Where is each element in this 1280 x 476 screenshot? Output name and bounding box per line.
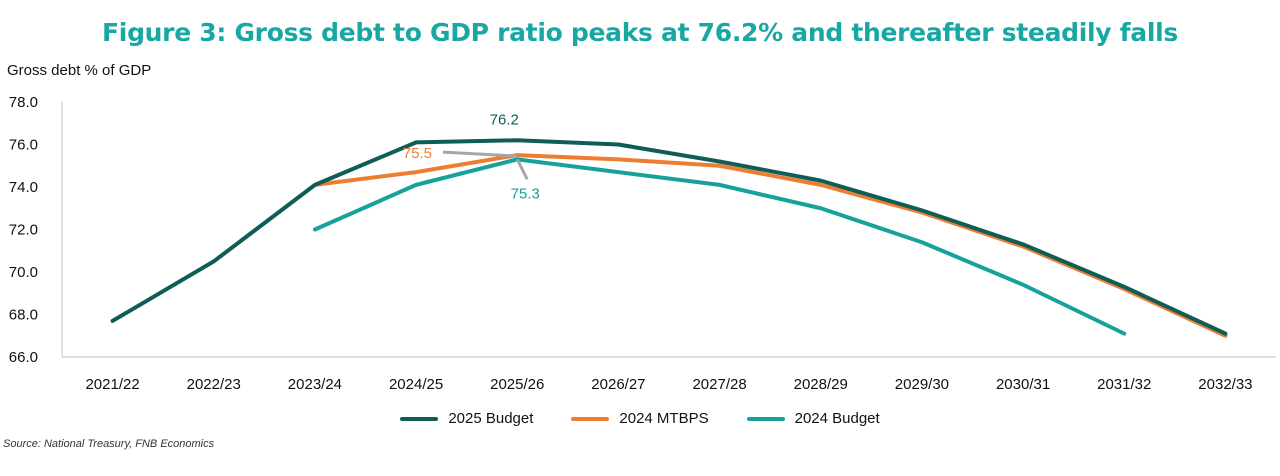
x-tick-label: 2025/26 xyxy=(490,376,544,393)
x-tick-label: 2027/28 xyxy=(692,376,746,393)
series-line-2024-budget xyxy=(312,157,1127,336)
x-tick-label: 2026/27 xyxy=(591,376,645,393)
legend-swatch-2024-budget xyxy=(746,416,785,421)
x-tick-label: 2024/25 xyxy=(389,376,443,393)
y-axis-label: Gross debt % of GDP xyxy=(7,62,152,79)
legend-item-2024-budget: 2024 Budget xyxy=(746,410,880,427)
legend-swatch-2025-budget xyxy=(400,416,439,421)
legend-item-2024-mtbps: 2024 MTBPS xyxy=(571,410,709,427)
x-tick-label: 2028/29 xyxy=(794,376,848,393)
legend-label-2024-budget: 2024 Budget xyxy=(794,410,880,427)
chart-title: Figure 3: Gross debt to GDP ratio peaks … xyxy=(102,18,1178,47)
series-line-2025-budget xyxy=(110,138,1228,336)
legend-swatch-2024-mtbps xyxy=(571,416,610,421)
series-line-2024-mtbps xyxy=(312,153,1228,338)
legend-label-2025-budget: 2025 Budget xyxy=(448,410,534,427)
chart-legend: 2025 Budget 2024 MTBPS 2024 Budget xyxy=(0,410,1280,427)
y-tick-label: 76.0 xyxy=(9,137,38,154)
annotation-label: 76.2 xyxy=(490,111,519,128)
annotation-label: 75.3 xyxy=(511,185,540,202)
x-tick-label: 2031/32 xyxy=(1097,376,1151,393)
source-note: Source: National Treasury, FNB Economics xyxy=(3,438,215,450)
legend-label-2024-mtbps: 2024 MTBPS xyxy=(619,410,709,427)
x-tick-label: 2032/33 xyxy=(1198,376,1252,393)
y-tick-label: 70.0 xyxy=(9,264,38,281)
x-tick-label: 2029/30 xyxy=(895,376,949,393)
y-tick-label: 66.0 xyxy=(9,349,38,366)
y-tick-label: 78.0 xyxy=(9,94,38,111)
annotation-leader-line xyxy=(442,150,518,158)
y-tick-label: 72.0 xyxy=(9,222,38,239)
y-tick-label: 68.0 xyxy=(9,307,38,324)
annotation-leader-line xyxy=(515,158,529,181)
x-tick-label: 2022/23 xyxy=(187,376,241,393)
x-tick-label: 2023/24 xyxy=(288,376,342,393)
y-tick-label: 74.0 xyxy=(9,179,38,196)
x-tick-label: 2030/31 xyxy=(996,376,1050,393)
legend-item-2025-budget: 2025 Budget xyxy=(400,410,533,427)
x-tick-label: 2021/22 xyxy=(85,376,139,393)
annotation-label: 75.5 xyxy=(403,145,432,162)
